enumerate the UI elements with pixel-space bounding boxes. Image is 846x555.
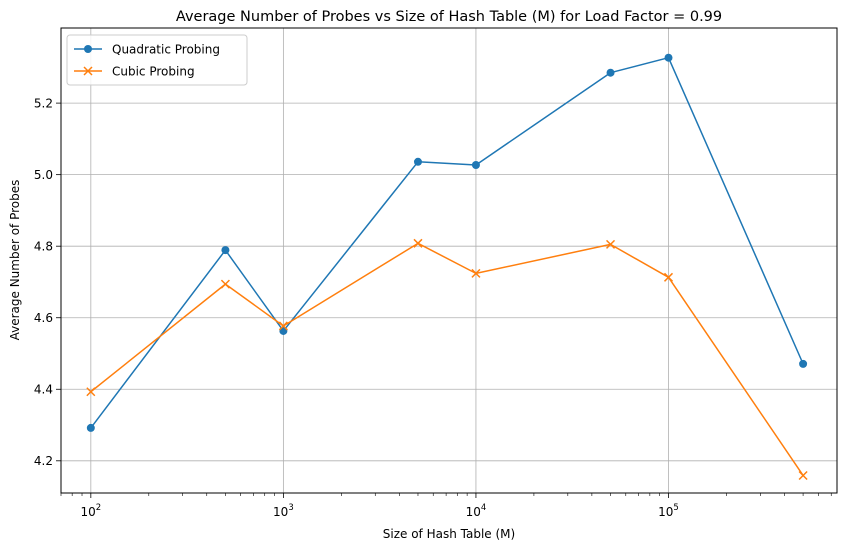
x-tick-label-base: 10 — [80, 505, 95, 519]
series-line-quadratic — [90, 56, 804, 429]
x-tick-label: 103 — [273, 503, 294, 519]
data-point-cubic — [278, 321, 288, 331]
data-point-cubic — [798, 470, 808, 481]
x-tick-label: 102 — [80, 503, 101, 519]
x-tick-label-exponent: 4 — [481, 503, 486, 513]
x-marker-stroke — [798, 470, 808, 481]
legend-label-cubic: Cubic Probing — [112, 65, 195, 79]
x-marker-stroke — [413, 238, 423, 248]
legend-x-marker — [83, 66, 93, 76]
grid — [61, 28, 837, 493]
legend-label-quadratic: Quadratic Probing — [112, 43, 220, 57]
data-point-cubic — [471, 268, 481, 278]
data-point-cubic — [606, 239, 616, 249]
plot-frame — [60, 27, 838, 494]
x-axis-label: Size of Hash Table (M) — [383, 527, 515, 541]
x-tick-label-base: 10 — [658, 505, 673, 519]
legend-marker-cubic — [83, 66, 93, 76]
legend: Quadratic Probing Cubic Probing — [66, 34, 248, 86]
x-tick-label-exponent: 5 — [673, 503, 678, 513]
chart-title: Average Number of Probes vs Size of Hash… — [176, 9, 722, 25]
x-marker-stroke — [606, 239, 616, 249]
x-marker-stroke — [83, 66, 93, 76]
x-marker-stroke — [471, 268, 481, 278]
x-tick-label-exponent: 3 — [288, 503, 293, 513]
y-tick-label: 5.2 — [34, 96, 53, 110]
x-tick-label-base: 10 — [466, 505, 481, 519]
x-marker-stroke — [220, 279, 230, 289]
x-marker-stroke — [278, 321, 288, 331]
y-tick-label: 4.4 — [34, 383, 53, 397]
data-point-quadratic — [664, 53, 673, 62]
legend-box — [66, 34, 248, 86]
series-layer — [86, 53, 808, 481]
x-tick-label-base: 10 — [273, 505, 288, 519]
y-tick-label: 4.2 — [34, 454, 53, 468]
x-tick-label: 104 — [466, 503, 487, 519]
data-point-quadratic — [471, 160, 480, 169]
y-tick-label: 4.8 — [34, 239, 53, 253]
series-line-cubic — [90, 242, 804, 476]
y-tick-label: 4.6 — [34, 311, 53, 325]
data-point-quadratic — [799, 359, 808, 368]
data-point-cubic — [663, 272, 674, 282]
data-point-quadratic — [86, 423, 95, 432]
x-tick-label: 105 — [658, 503, 679, 519]
y-tick-label: 5.0 — [34, 168, 53, 182]
data-point-quadratic — [221, 246, 230, 255]
y-axis-label: Average Number of Probes — [8, 180, 22, 341]
data-point-quadratic — [606, 68, 615, 77]
data-point-cubic — [220, 279, 230, 289]
x-tick-label-exponent: 2 — [96, 503, 101, 513]
x-marker-stroke — [86, 387, 96, 397]
legend-marker-quadratic — [84, 45, 92, 53]
data-point-cubic — [413, 238, 423, 248]
x-marker-stroke — [663, 272, 674, 282]
data-point-quadratic — [413, 157, 422, 166]
data-point-cubic — [86, 387, 96, 397]
